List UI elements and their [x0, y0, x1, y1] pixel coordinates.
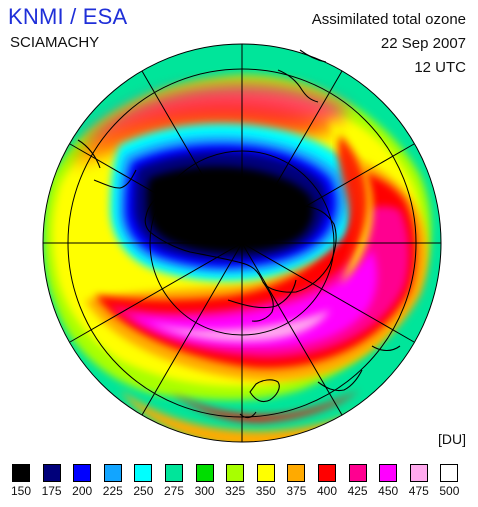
legend-label-375: 375: [286, 484, 307, 498]
legend-swatch-225: [103, 464, 122, 482]
color-legend: 150 175 200 225 250 275 300 325 350 375 400 425 450 4…: [8, 460, 470, 500]
legend-swatch-175: [42, 464, 61, 482]
product-info: Assimilated total ozone 22 Sep 2007 12 U…: [246, 8, 466, 80]
meridian-120: [69, 143, 415, 343]
organization-title: KNMI / ESA: [8, 4, 128, 29]
legend-label-400: 400: [316, 484, 338, 498]
legend-label-275: 275: [163, 484, 185, 498]
legend-swatch-475: [409, 464, 428, 482]
legend-swatch-325: [226, 464, 245, 482]
legend-swatch-400: [318, 464, 336, 482]
legend-label-500: 500: [439, 484, 460, 498]
legend-label-300: 300: [194, 484, 215, 498]
legend-label-250: 250: [133, 484, 154, 498]
legend-swatch-425: [348, 464, 367, 482]
legend-swatch-350: [256, 464, 275, 482]
unit-label: [DU]: [438, 431, 466, 447]
legend-swatch-150: [12, 464, 30, 482]
graticule: [42, 43, 442, 443]
ozone-field: [43, 44, 441, 442]
legend-label-325: 325: [225, 484, 246, 498]
legend-swatch-250: [134, 464, 153, 482]
legend-swatch-450: [379, 464, 398, 482]
legend-swatch-200: [73, 464, 92, 482]
legend-label-200: 200: [72, 484, 93, 498]
legend-swatch-375: [287, 464, 306, 482]
legend-label-450: 450: [378, 484, 399, 498]
legend-swatch-500: [440, 464, 459, 482]
legend-label-475: 475: [408, 484, 429, 498]
legend-label-225: 225: [102, 484, 123, 498]
legend-swatch-300: [195, 464, 214, 482]
legend-label-350: 350: [255, 484, 276, 498]
legend-label-150: 150: [10, 484, 32, 498]
instrument-title: SCIAMACHY: [10, 34, 100, 51]
legend-label-425: 425: [347, 484, 368, 498]
time-label: 12 UTC: [414, 59, 466, 76]
legend-swatch-275: [165, 464, 183, 482]
legend-label-175: 175: [41, 484, 62, 498]
product-title: Assimilated total ozone: [311, 11, 466, 28]
date-label: 22 Sep 2007: [380, 35, 466, 52]
